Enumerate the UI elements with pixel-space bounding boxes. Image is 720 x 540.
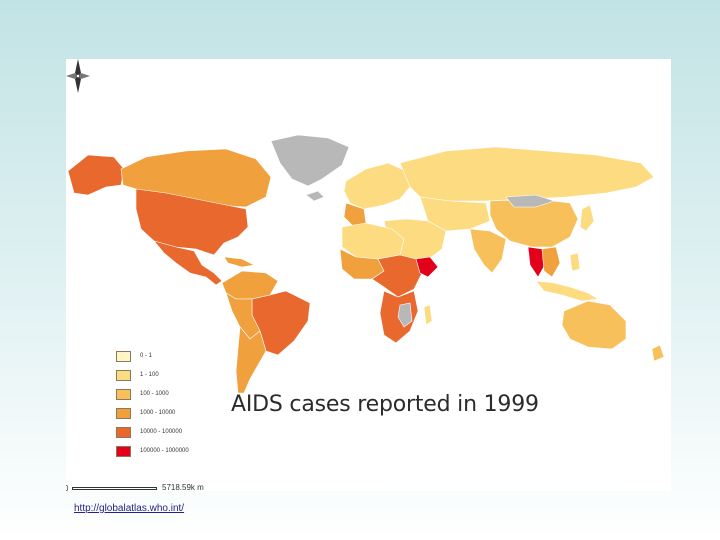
region-indochina bbox=[541, 246, 561, 278]
legend-swatch bbox=[116, 350, 131, 362]
scale-bar-end-label: 5718.59k m bbox=[162, 483, 204, 491]
legend-swatch bbox=[116, 388, 131, 400]
legend-item: 1000 - 10000 bbox=[116, 405, 236, 421]
region-russia bbox=[399, 146, 655, 202]
region-mongolia bbox=[505, 194, 555, 208]
region-mexico bbox=[153, 240, 223, 286]
legend-swatch bbox=[116, 445, 131, 457]
region-madagascar bbox=[423, 304, 433, 326]
region-central-africa bbox=[371, 254, 423, 298]
legend-item: 10000 - 100000 bbox=[116, 424, 236, 440]
legend-label: 1000 - 10000 bbox=[140, 410, 176, 416]
legend-swatch bbox=[116, 426, 131, 438]
region-japan bbox=[579, 204, 595, 232]
legend-swatch bbox=[116, 407, 131, 419]
legend-label: 100 - 1000 bbox=[140, 391, 169, 397]
scale-bar bbox=[72, 487, 157, 490]
region-arctic-islands bbox=[305, 190, 325, 202]
legend-item: 100 - 1000 bbox=[116, 386, 236, 402]
world-map: 0 - 1 1 - 100 100 - 1000 1000 - 10000 10… bbox=[66, 59, 671, 491]
region-southern-cone bbox=[235, 326, 267, 394]
north-arrow-icon bbox=[66, 59, 90, 93]
region-australia bbox=[561, 300, 627, 350]
region-alaska bbox=[67, 154, 125, 196]
region-mainland-southeast-asia bbox=[527, 246, 547, 278]
map-title: AIDS cases reported in 1999 bbox=[231, 392, 539, 417]
region-europe bbox=[343, 162, 411, 210]
legend-item: 0 - 1 bbox=[116, 348, 236, 364]
region-new-zealand bbox=[651, 344, 665, 362]
legend-label: 10000 - 100000 bbox=[140, 429, 183, 435]
region-philippines bbox=[569, 252, 581, 272]
legend-label: 1 - 100 bbox=[140, 372, 159, 378]
map-legend: 0 - 1 1 - 100 100 - 1000 1000 - 10000 10… bbox=[116, 348, 236, 462]
legend-item: 100000 - 1000000 bbox=[116, 443, 236, 459]
region-horn-of-africa bbox=[415, 256, 439, 278]
legend-item: 1 - 100 bbox=[116, 367, 236, 383]
world-map-canvas bbox=[67, 134, 665, 394]
legend-label: 100000 - 1000000 bbox=[140, 448, 189, 454]
region-africa-no-data bbox=[397, 302, 413, 328]
region-india bbox=[469, 228, 507, 274]
region-greenland bbox=[270, 134, 350, 187]
region-china bbox=[489, 198, 579, 248]
legend-label: 0 - 1 bbox=[140, 353, 153, 359]
region-caribbean bbox=[223, 256, 255, 268]
source-link[interactable]: http://globalatlas.who.int/ bbox=[74, 503, 185, 514]
scale-bar-start-label: 0 bbox=[66, 484, 69, 491]
region-usa bbox=[135, 188, 249, 256]
legend-swatch bbox=[116, 369, 131, 381]
region-maritime-southeast-asia bbox=[535, 280, 599, 302]
